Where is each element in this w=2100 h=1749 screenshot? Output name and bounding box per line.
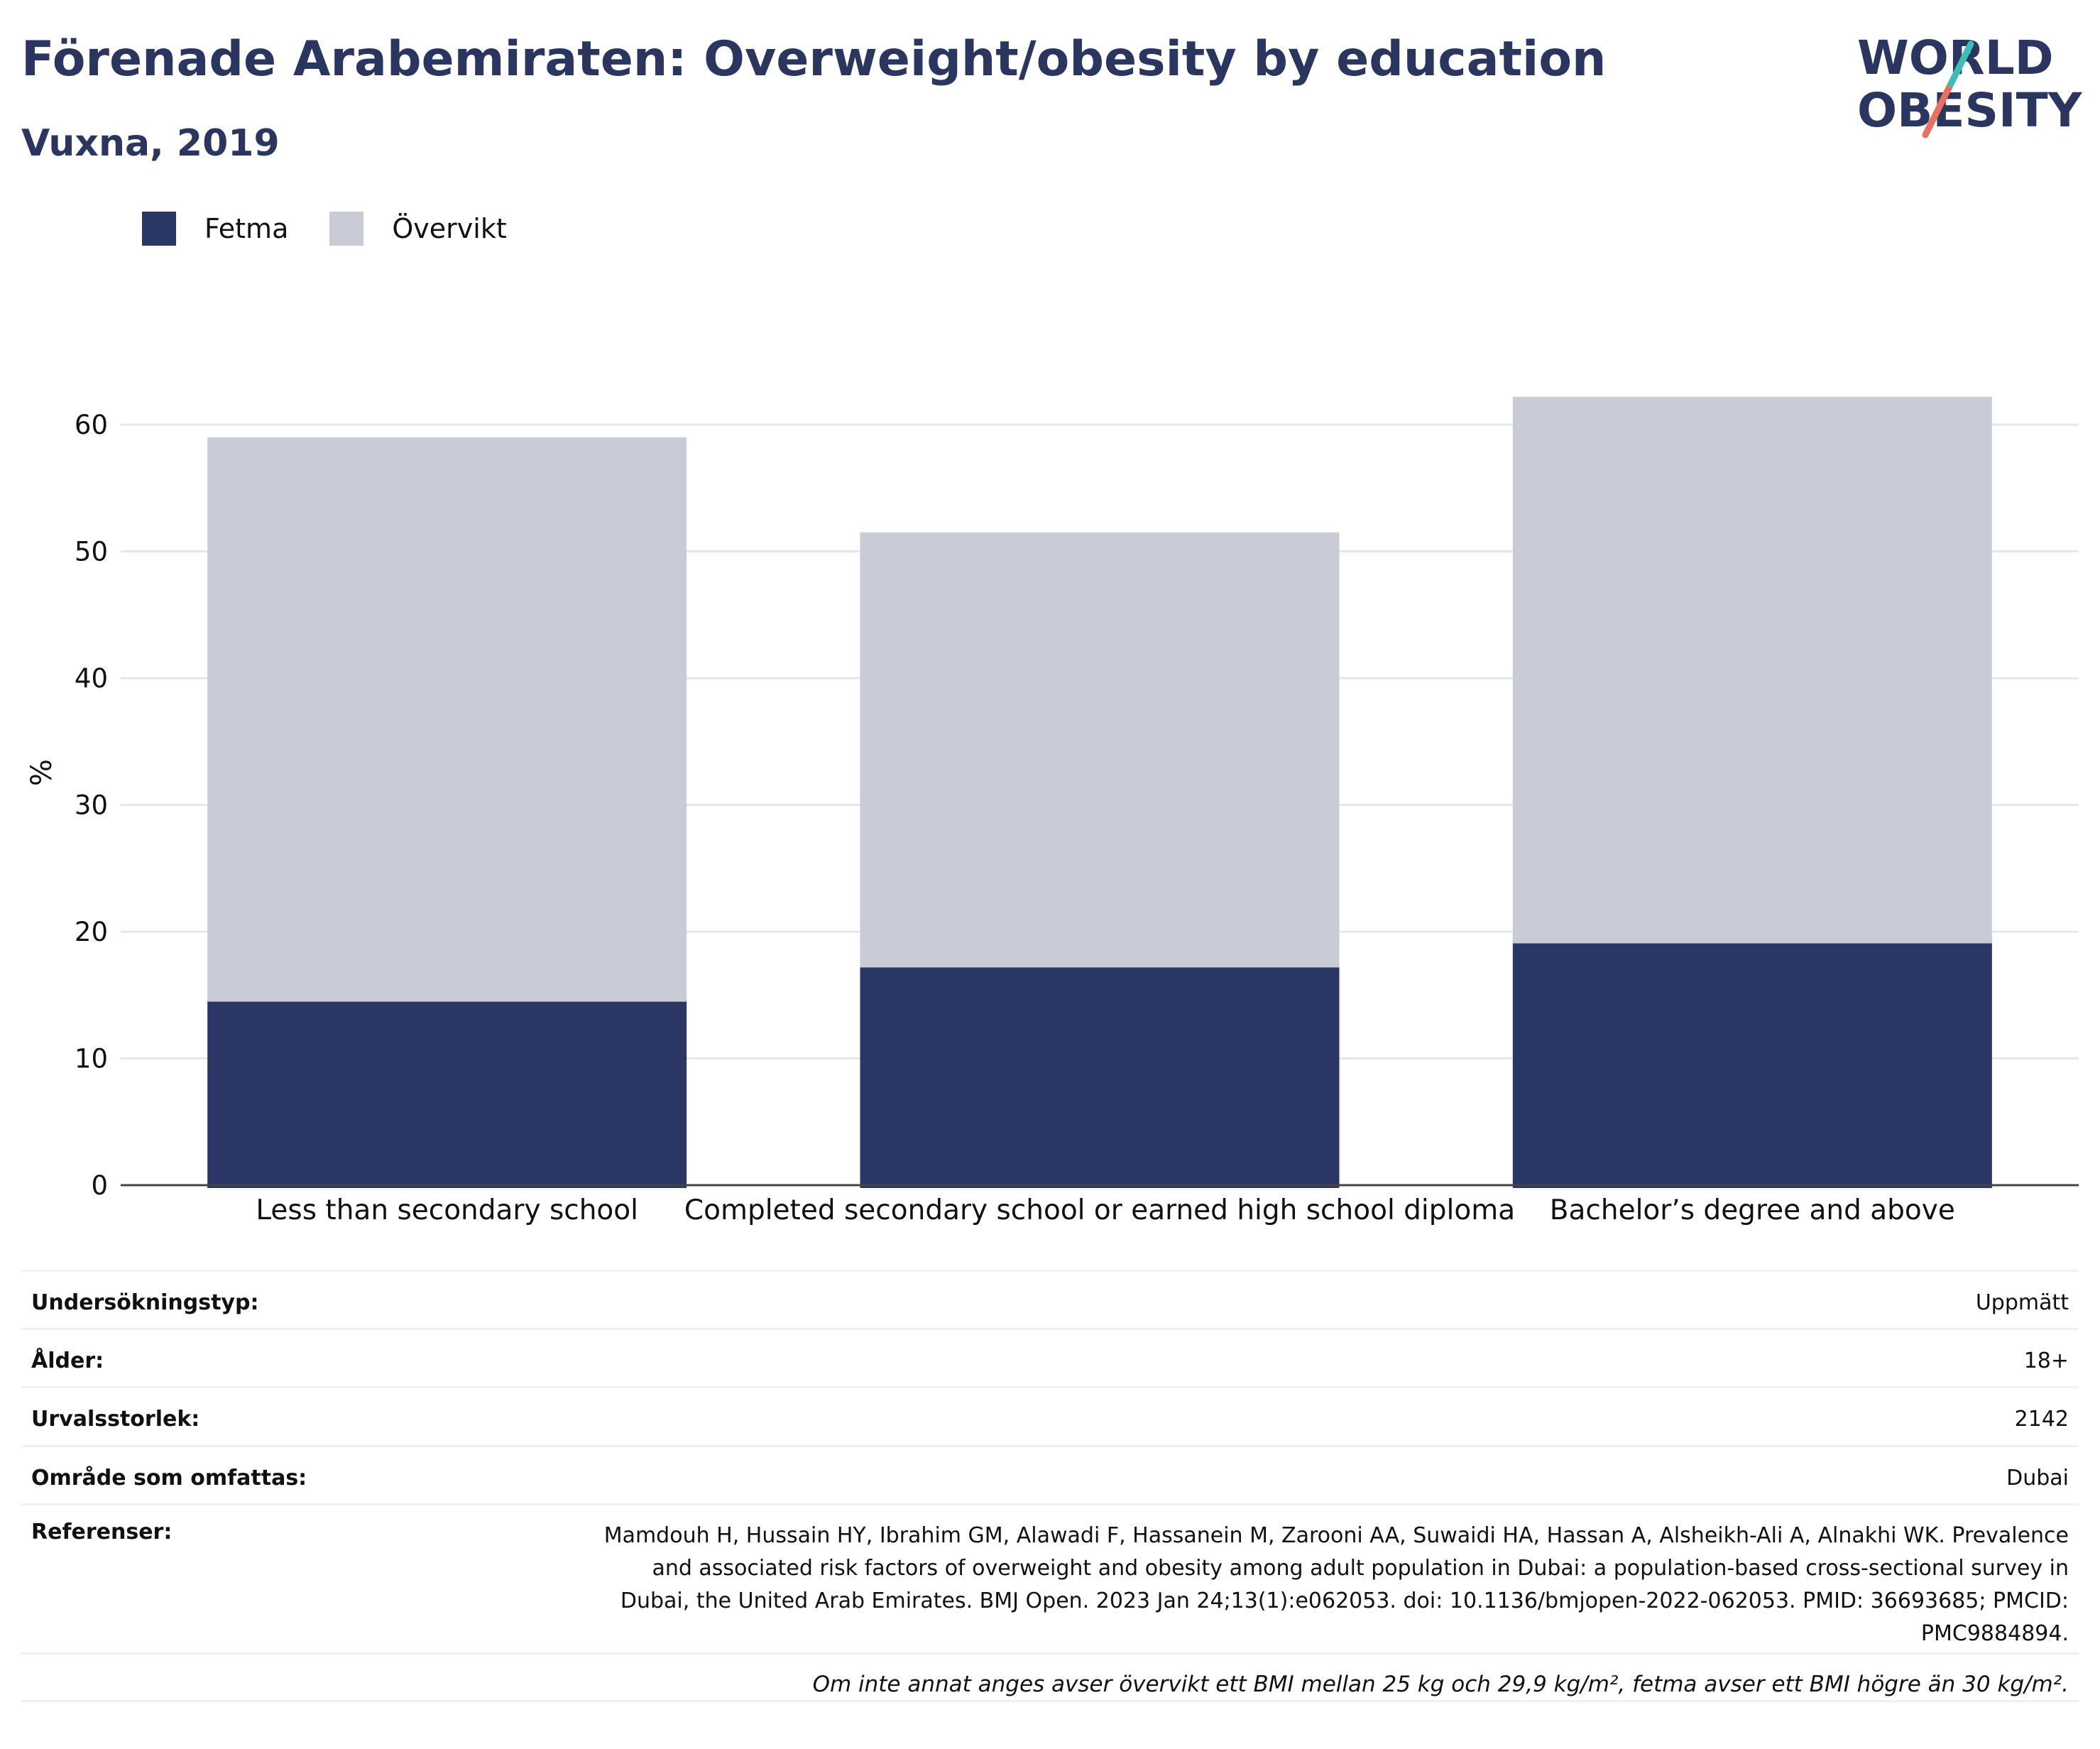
info-key: Referenser: xyxy=(31,1520,173,1544)
y-tick-label: 50 xyxy=(75,537,108,567)
logo-line2: OBESITY xyxy=(1857,83,2083,138)
y-axis-label: % xyxy=(26,759,58,786)
bar-fetma-2 xyxy=(1512,940,1992,1188)
info-row-sample-size: Urvalsstorlek: 2142 xyxy=(21,1386,2079,1445)
bar-chart: 0 10 20 30 40 50 60% Less than secondary school… xyxy=(26,396,2079,1226)
logo-slash-red xyxy=(1922,80,1954,138)
info-key: Urvalsstorlek: xyxy=(31,1407,200,1432)
legend-item-fetma[interactable]: Fetma xyxy=(142,212,288,246)
bar-fetma-1 xyxy=(860,964,1340,1188)
x-tick-label: Completed secondary school or earned hig… xyxy=(684,1194,1515,1226)
chart-subtitle: Vuxna, 2019 xyxy=(21,122,280,165)
info-value: 2142 xyxy=(2014,1407,2069,1432)
chart-title: Förenade Arabemiraten: Overweight/obesit… xyxy=(21,31,1607,87)
y-tick-label: 40 xyxy=(75,663,108,694)
x-tick-label: Less than secondary school xyxy=(256,1194,638,1226)
y-tick-label: 20 xyxy=(75,917,108,947)
y-tick-label: 30 xyxy=(75,790,108,821)
x-tick-label: Bachelor’s degree and above xyxy=(1550,1194,1955,1226)
info-value: Dubai xyxy=(2006,1466,2069,1491)
info-value: Mamdouh H, Hussain HY, Ibrahim GM, Alawa… xyxy=(603,1523,2069,1646)
info-row-survey-type: Undersökningstyp: Uppmätt xyxy=(21,1270,2079,1328)
y-tick-label: 0 xyxy=(91,1170,108,1201)
info-row-references: Referenser: Mamdouh H, Hussain HY, Ibrah… xyxy=(21,1503,2079,1652)
y-tick-label: 60 xyxy=(75,410,108,440)
world-obesity-logo: WORLD OBESITY xyxy=(1857,31,2083,138)
legend-swatch-overvikt xyxy=(329,212,364,246)
bar-vervikt-0 xyxy=(207,437,687,1002)
info-key: Område som omfattas: xyxy=(31,1466,307,1491)
info-key: Undersökningstyp: xyxy=(31,1290,259,1315)
legend: Fetma Övervikt xyxy=(142,212,548,246)
info-value: Uppmätt xyxy=(1975,1290,2069,1315)
info-row-age: Ålder: 18+ xyxy=(21,1328,2079,1386)
legend-swatch-fetma xyxy=(142,212,176,246)
legend-label-overvikt: Övervikt xyxy=(392,213,507,244)
legend-label-fetma: Fetma xyxy=(204,213,289,244)
legend-item-overvikt[interactable]: Övervikt xyxy=(329,212,507,246)
info-table: Undersökningstyp: Uppmätt Ålder: 18+ Urv… xyxy=(21,1270,2079,1702)
bar-vervikt-1 xyxy=(860,532,1340,968)
logo-slash-teal xyxy=(1947,40,1974,87)
info-row-area: Område som omfattas: Dubai xyxy=(21,1445,2079,1503)
bar-vervikt-2 xyxy=(1512,396,1992,944)
y-tick-label: 10 xyxy=(75,1044,108,1074)
footnote: Om inte annat anges avser övervikt ett B… xyxy=(21,1652,2079,1702)
bar-fetma-0 xyxy=(207,998,687,1188)
info-key: Ålder: xyxy=(31,1348,104,1373)
info-value: 18+ xyxy=(2023,1348,2069,1373)
